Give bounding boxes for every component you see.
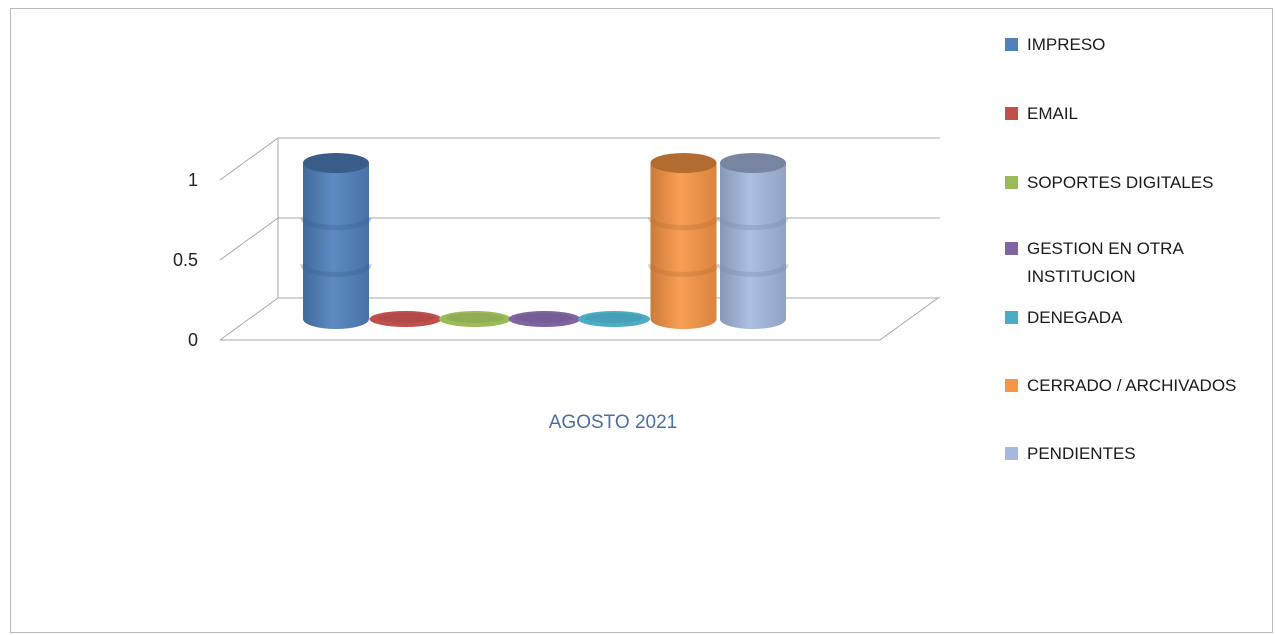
bar-pendientes [717,153,789,329]
legend-label: EMAIL [1027,104,1078,123]
floor-edge [220,297,939,341]
legend-label: CERRADO / ARCHIVADOS [1027,376,1236,395]
y-tick-label-2: 1 [188,170,198,190]
legend-swatch [1005,242,1018,255]
legend-swatch [1005,176,1018,189]
bar-denegada [578,311,650,327]
bar-cerrado-archivados [648,153,719,329]
legend-item-soportes-digitales: SOPORTES DIGITALES [1005,173,1213,192]
bar-email [369,311,442,327]
legend-label: DENEGADA [1027,308,1123,327]
bar-gestion-en-otra-institucion [508,311,581,327]
legend-swatch [1005,38,1018,51]
legend-item-denegada: DENEGADA [1005,308,1123,327]
legend-label: GESTION EN OTRA INSTITUCION [1027,239,1184,286]
legend-swatch [1005,311,1018,324]
legend-item-cerrado-archivados: CERRADO / ARCHIVADOS [1005,376,1236,395]
bar-soportes-digitales [439,311,511,327]
legend-item-email: EMAIL [1005,104,1078,123]
legend-swatch [1005,447,1018,460]
legend-item-impreso: IMPRESO [1005,35,1105,54]
legend-item-gestion-en-otra-institucion: GESTION EN OTRA INSTITUCION [1005,239,1184,286]
legend-label: IMPRESO [1027,35,1105,54]
y-tick-label-1: 0.5 [173,250,198,270]
bar-impreso [300,153,372,329]
legend-swatch [1005,379,1018,392]
category-label: AGOSTO 2021 [549,412,678,433]
legend-item-pendientes: PENDIENTES [1005,444,1136,463]
legend-swatch [1005,107,1018,120]
legend-label: SOPORTES DIGITALES [1027,173,1213,192]
chart-border [10,8,1273,633]
legend-label: PENDIENTES [1027,444,1136,463]
y-tick-label-0: 0 [188,330,198,350]
